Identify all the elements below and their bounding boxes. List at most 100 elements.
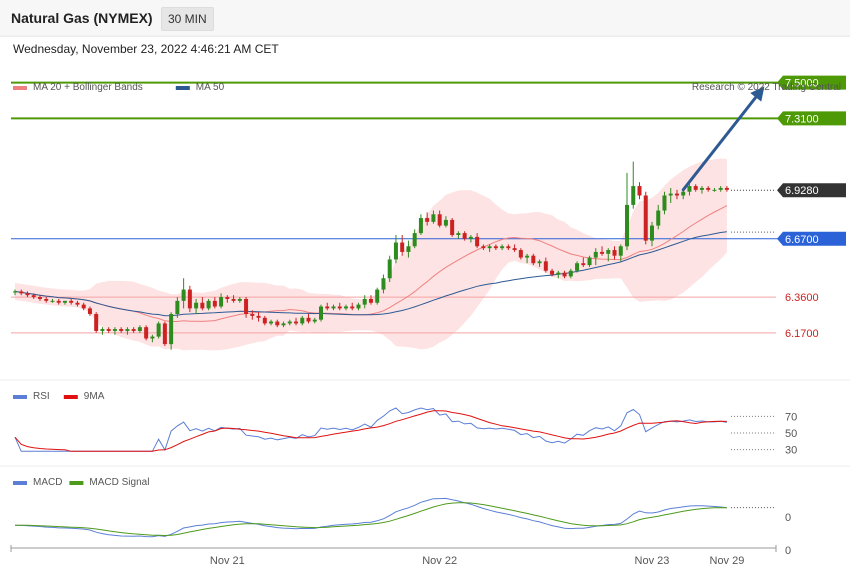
instrument-title: Natural Gas (NYMEX) <box>11 10 153 26</box>
credit-label: Research © 2022 Trading Central <box>692 82 841 93</box>
candle-body <box>312 319 317 322</box>
candle-body <box>543 261 548 271</box>
candle-body <box>119 329 124 331</box>
candle <box>437 210 442 228</box>
ma50-line <box>14 231 727 317</box>
level-tag-pivot <box>777 231 846 246</box>
candle-body <box>562 272 567 277</box>
candle <box>200 297 205 311</box>
candle <box>381 274 386 294</box>
candle-body <box>169 314 174 345</box>
bollinger-band-fill <box>15 158 727 351</box>
candle <box>187 285 192 313</box>
candle <box>287 319 292 326</box>
rsi-legend-label: 9MA <box>84 391 105 402</box>
candle <box>362 295 367 309</box>
candle <box>656 204 661 230</box>
candle-body <box>75 302 80 305</box>
candle-body <box>456 233 461 235</box>
candle <box>75 300 80 307</box>
candle <box>612 246 617 260</box>
candle <box>600 246 605 256</box>
candle <box>337 302 342 311</box>
macd-line <box>14 497 727 538</box>
candle-body <box>431 214 436 222</box>
candle <box>37 295 42 301</box>
candle <box>456 231 461 239</box>
panel-grid <box>0 35 850 467</box>
candle <box>412 229 417 249</box>
candle <box>393 234 398 264</box>
candle-body <box>319 306 324 320</box>
rsi-tick-label: 50 <box>785 428 797 440</box>
candle <box>550 268 555 277</box>
macd-panel: 00 <box>14 497 791 557</box>
candle <box>531 253 536 266</box>
candle-body <box>699 187 704 190</box>
candle <box>250 310 255 320</box>
candle <box>194 298 199 315</box>
candle <box>706 186 711 192</box>
candle-body <box>475 236 480 247</box>
candle-body <box>225 297 230 299</box>
candle <box>169 312 174 350</box>
candle-body <box>581 263 586 266</box>
candle-body <box>81 304 86 309</box>
candle <box>662 191 667 215</box>
candle <box>69 298 74 305</box>
candle <box>712 187 717 192</box>
level-tag-last <box>777 183 846 198</box>
level-tag-target <box>777 75 846 90</box>
candle <box>219 293 224 309</box>
candle <box>368 295 373 305</box>
candle-body <box>450 219 455 235</box>
candle-body <box>94 314 99 331</box>
candle-body <box>162 323 167 345</box>
candle-body <box>412 233 417 247</box>
candle <box>331 304 336 311</box>
candle <box>606 248 611 262</box>
candle-body <box>393 242 398 260</box>
candle-body <box>381 278 386 290</box>
candle <box>406 240 411 258</box>
candle <box>56 298 61 305</box>
candle <box>212 297 217 309</box>
candle-body <box>343 306 348 309</box>
candle-body <box>206 300 211 309</box>
main-legend-swatch <box>13 86 27 90</box>
candle <box>319 304 324 322</box>
candle <box>156 321 161 339</box>
candle <box>87 306 92 316</box>
candle-body <box>612 250 617 256</box>
candle <box>150 334 155 343</box>
candle <box>13 289 17 296</box>
candle-body <box>481 246 486 249</box>
candle-body <box>368 298 373 303</box>
candle-body <box>656 210 661 226</box>
candle-body <box>506 246 511 249</box>
candle-body <box>362 298 367 305</box>
rsi-ma-line <box>14 410 727 452</box>
candle <box>19 289 24 296</box>
candle-body <box>518 250 523 258</box>
rsi-legend-label: RSI <box>33 391 50 402</box>
candle-body <box>100 329 105 331</box>
candle <box>375 287 380 305</box>
candle <box>443 216 448 228</box>
candle-body <box>262 317 267 324</box>
candle <box>356 302 361 311</box>
candle <box>50 298 55 303</box>
candle-body <box>156 323 161 337</box>
candle <box>387 255 392 283</box>
candle <box>94 312 99 333</box>
projection <box>681 86 765 192</box>
candle-body <box>662 195 667 211</box>
candle <box>162 321 167 347</box>
candle-body <box>525 255 530 258</box>
candle <box>481 244 486 251</box>
candle <box>475 233 480 249</box>
timeframe-button[interactable]: 30 MIN <box>161 7 214 31</box>
candlestick-series <box>13 161 729 350</box>
x-tick-label: Nov 29 <box>710 555 745 567</box>
